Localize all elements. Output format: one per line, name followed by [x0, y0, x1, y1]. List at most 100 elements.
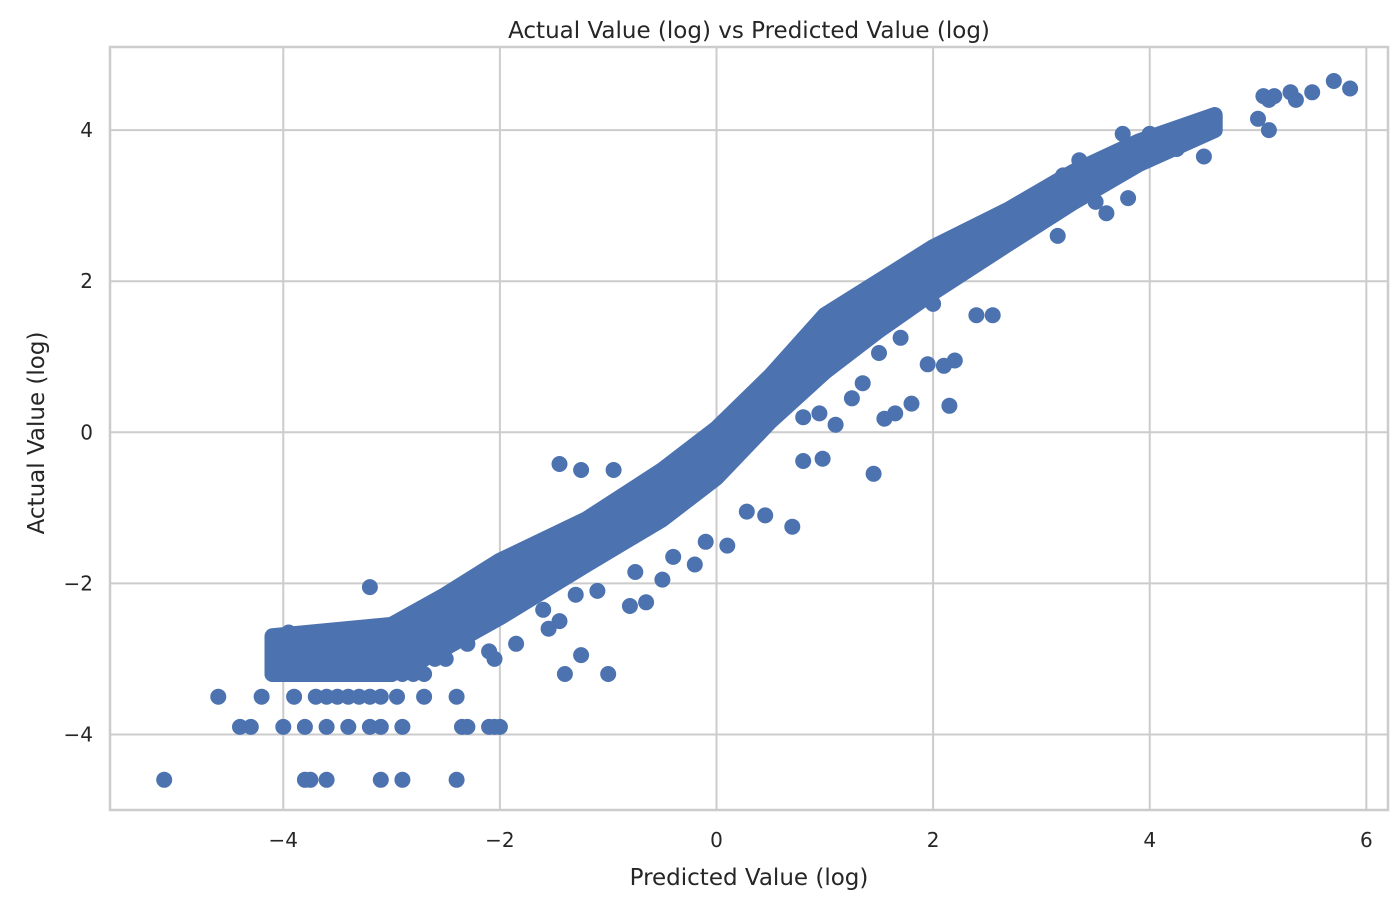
- scatter-point: [394, 650, 411, 667]
- scatter-point: [925, 295, 942, 312]
- scatter-point: [416, 635, 433, 652]
- scatter-point: [286, 688, 303, 705]
- scatter-point: [416, 688, 433, 705]
- scatter-point: [1141, 125, 1158, 142]
- scatter-point: [795, 409, 812, 426]
- scatter-point: [280, 624, 297, 641]
- scatter-point: [697, 533, 714, 550]
- scatter-point: [318, 718, 335, 735]
- scatter-point: [394, 771, 411, 788]
- scatter-point: [372, 650, 389, 667]
- scatter-point: [1282, 84, 1299, 101]
- scatter-point: [405, 624, 422, 641]
- y-tick-label: −2: [64, 571, 93, 595]
- scatter-point: [1071, 152, 1088, 169]
- scatter-point: [1195, 148, 1212, 165]
- scatter-point: [946, 352, 963, 369]
- scatter-point: [340, 718, 357, 735]
- scatter-point: [372, 718, 389, 735]
- scatter-point: [665, 548, 682, 565]
- scatter-point: [454, 628, 470, 645]
- scatter-point: [627, 564, 644, 580]
- scatter-point: [280, 635, 297, 652]
- scatter-point: [1255, 88, 1272, 105]
- x-tick-label: 6: [1360, 828, 1373, 852]
- scatter-point: [372, 688, 389, 705]
- scatter-point: [1168, 141, 1185, 157]
- scatter-point: [984, 307, 1001, 324]
- scatter-point: [814, 450, 831, 467]
- scatter-point: [340, 624, 357, 641]
- scatter-point: [795, 453, 812, 469]
- scatter-point: [394, 718, 411, 735]
- y-tick-label: 0: [80, 420, 93, 444]
- y-tick-labels: −4 −2 0 2 4: [64, 118, 93, 746]
- plot-frame: [108, 45, 1390, 812]
- scatter-point: [307, 635, 324, 652]
- y-axis-label: Actual Value (log): [24, 332, 50, 535]
- chart-title: Actual Value (log) vs Predicted Value (l…: [508, 18, 990, 44]
- scatter-point: [318, 624, 335, 641]
- scatter-point: [156, 771, 173, 788]
- scatter-point: [1114, 125, 1131, 142]
- scatter-point: [394, 635, 411, 652]
- scatter-point: [1304, 84, 1321, 101]
- scatter-point: [210, 688, 227, 705]
- x-tick-label: −2: [485, 828, 514, 852]
- scatter-point: [903, 269, 920, 286]
- scatter-point: [361, 579, 378, 596]
- scatter-point: [854, 375, 871, 392]
- scatter-point: [448, 771, 465, 788]
- scatter-point: [361, 624, 378, 641]
- scatter-point: [307, 650, 324, 667]
- scatter-point: [876, 410, 893, 427]
- scatter-point: [389, 688, 405, 705]
- scatter-point: [919, 356, 936, 373]
- scatter-point: [481, 643, 498, 660]
- scatter-point: [242, 718, 259, 735]
- scatter-point: [459, 718, 476, 735]
- y-tick-label: 2: [80, 269, 93, 293]
- scatter-point: [1260, 122, 1277, 139]
- scatter-point: [871, 345, 887, 361]
- scatter-point: [827, 416, 844, 433]
- scatter-point: [329, 650, 346, 667]
- scatter-point: [372, 771, 389, 788]
- x-tick-label: 2: [927, 828, 940, 852]
- scatter-point: [621, 598, 638, 614]
- scatter-point: [979, 231, 996, 248]
- x-tick-label: 0: [710, 828, 723, 852]
- data-points: [156, 73, 1359, 788]
- x-tick-label: −4: [269, 828, 298, 852]
- scatter-point: [329, 635, 346, 652]
- scatter-point: [811, 405, 828, 422]
- scatter-point: [1049, 227, 1066, 244]
- scatter-point: [784, 518, 801, 535]
- scatter-point: [437, 635, 454, 652]
- scatter-point: [286, 650, 303, 667]
- scatter-point: [535, 601, 552, 618]
- scatter-point: [318, 771, 335, 788]
- scatter-point: [302, 771, 319, 788]
- x-tick-label: 4: [1143, 828, 1156, 852]
- scatter-point: [843, 390, 860, 407]
- x-tick-labels: −4 −2 0 2 4 6: [269, 828, 1373, 852]
- scatter-point: [508, 635, 525, 652]
- scatter-point: [437, 650, 454, 667]
- scatter-point: [573, 462, 590, 478]
- scatter-point: [491, 718, 508, 735]
- scatter-point: [573, 647, 590, 664]
- scatter-point: [416, 666, 433, 682]
- scatter-point: [892, 329, 909, 346]
- scatter-point: [1120, 190, 1137, 207]
- scatter-point: [968, 307, 985, 324]
- scatter-point: [556, 666, 573, 682]
- scatter-point: [540, 620, 557, 637]
- scatter-point: [1098, 205, 1115, 222]
- scatter-point: [719, 537, 736, 554]
- scatter-point: [589, 582, 606, 599]
- scatter-point: [903, 395, 920, 412]
- scatter-point: [1250, 110, 1266, 127]
- scatter-point: [941, 397, 958, 414]
